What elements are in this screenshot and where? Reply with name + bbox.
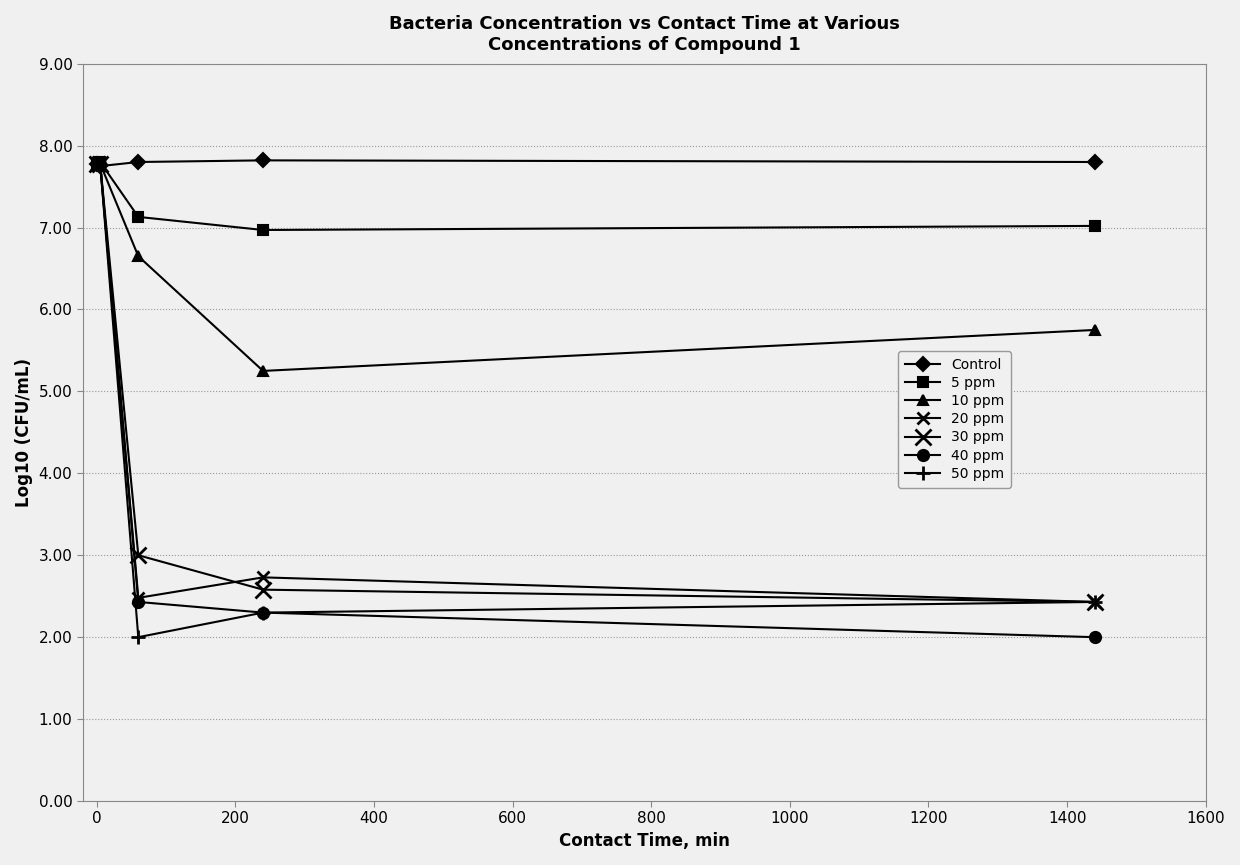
50 ppm xyxy=(89,158,104,169)
30 ppm xyxy=(131,550,146,561)
50 ppm xyxy=(1087,597,1102,607)
10 ppm xyxy=(1087,324,1102,335)
50 ppm xyxy=(93,158,108,169)
Line: 5 ppm: 5 ppm xyxy=(92,157,1100,235)
5 ppm xyxy=(89,158,104,169)
40 ppm xyxy=(255,607,270,618)
5 ppm xyxy=(131,212,146,222)
40 ppm xyxy=(1087,632,1102,643)
30 ppm xyxy=(89,158,104,169)
20 ppm xyxy=(1087,597,1102,607)
Legend: Control, 5 ppm, 10 ppm, 20 ppm, 30 ppm, 40 ppm, 50 ppm: Control, 5 ppm, 10 ppm, 20 ppm, 30 ppm, … xyxy=(898,351,1011,488)
20 ppm xyxy=(89,158,104,169)
Line: 50 ppm: 50 ppm xyxy=(89,157,1101,644)
10 ppm xyxy=(89,158,104,169)
Y-axis label: Log10 (CFU/mL): Log10 (CFU/mL) xyxy=(15,358,33,507)
20 ppm xyxy=(93,158,108,169)
Line: 20 ppm: 20 ppm xyxy=(91,157,1101,608)
5 ppm xyxy=(255,225,270,235)
Line: 40 ppm: 40 ppm xyxy=(92,158,1100,643)
20 ppm xyxy=(131,593,146,603)
10 ppm xyxy=(93,158,108,169)
50 ppm xyxy=(255,607,270,618)
10 ppm xyxy=(131,251,146,261)
Line: 10 ppm: 10 ppm xyxy=(92,159,1100,375)
Control xyxy=(89,158,104,169)
40 ppm xyxy=(131,597,146,607)
20 ppm xyxy=(255,572,270,582)
Control xyxy=(255,155,270,165)
40 ppm xyxy=(89,158,104,169)
5 ppm xyxy=(93,157,108,167)
50 ppm xyxy=(131,632,146,643)
Line: Control: Control xyxy=(92,156,1100,171)
30 ppm xyxy=(93,158,108,169)
5 ppm xyxy=(1087,221,1102,231)
X-axis label: Contact Time, min: Contact Time, min xyxy=(559,832,729,850)
Control xyxy=(1087,157,1102,167)
Control xyxy=(131,157,146,167)
Title: Bacteria Concentration vs Contact Time at Various
Concentrations of Compound 1: Bacteria Concentration vs Contact Time a… xyxy=(389,15,900,54)
Control xyxy=(93,161,108,171)
40 ppm xyxy=(93,158,108,169)
30 ppm xyxy=(1087,597,1102,607)
10 ppm xyxy=(255,366,270,376)
Line: 30 ppm: 30 ppm xyxy=(89,156,1102,610)
30 ppm xyxy=(255,585,270,595)
